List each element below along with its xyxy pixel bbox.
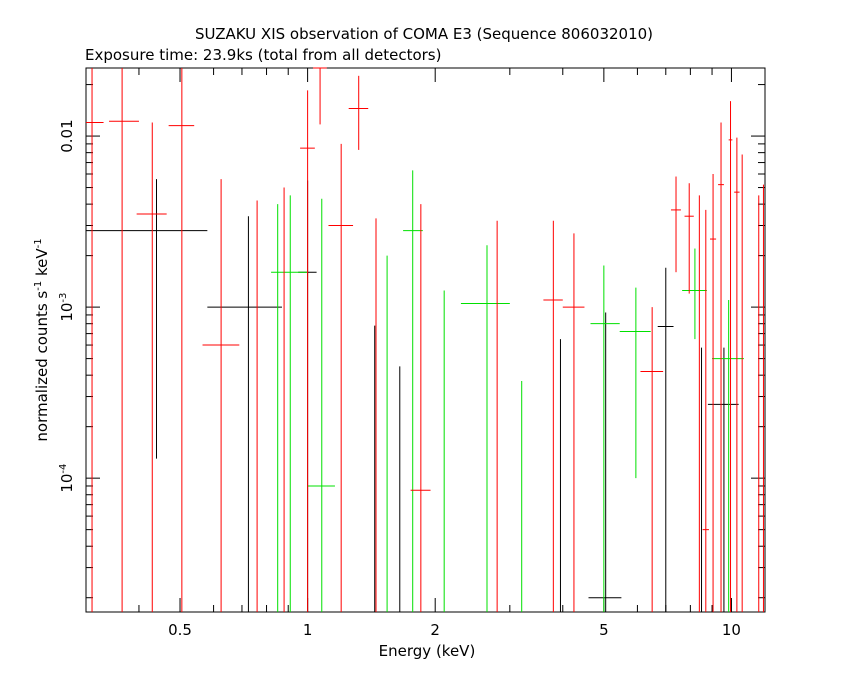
axis-ticks: 0.5 1 2 5 10 0.01 10-3 10-4 <box>58 68 765 639</box>
x-tick-label: 5 <box>599 621 609 639</box>
y-tick-label: 10-3 <box>58 293 76 322</box>
y-axis-label: normalized counts s-1 keV-1 <box>33 238 51 441</box>
y-axis-label-main: normalized counts s <box>33 291 51 442</box>
x-axis-label: Energy (keV) <box>379 642 476 660</box>
plot-frame <box>85 67 766 613</box>
y-axis-label-mid: keV <box>33 248 51 281</box>
x-tick-label: 1 <box>303 621 313 639</box>
chart-title: SUZAKU XIS observation of COMA E3 (Seque… <box>195 25 653 43</box>
y-tick-label: 10-4 <box>58 464 76 493</box>
y-tick-label: 0.01 <box>58 119 76 152</box>
series-1 <box>271 170 744 612</box>
x-tick-label: 0.5 <box>168 621 192 639</box>
y-axis-label-sup1: -1 <box>33 281 44 291</box>
y-axis-label-sup2: -1 <box>33 238 44 248</box>
chart-subtitle: Exposure time: 23.9ks (total from all de… <box>85 46 441 64</box>
x-tick-label: 10 <box>722 621 741 639</box>
series-2 <box>86 67 764 612</box>
plot-border <box>85 67 766 613</box>
x-tick-label: 2 <box>430 621 440 639</box>
data-series <box>86 67 764 612</box>
